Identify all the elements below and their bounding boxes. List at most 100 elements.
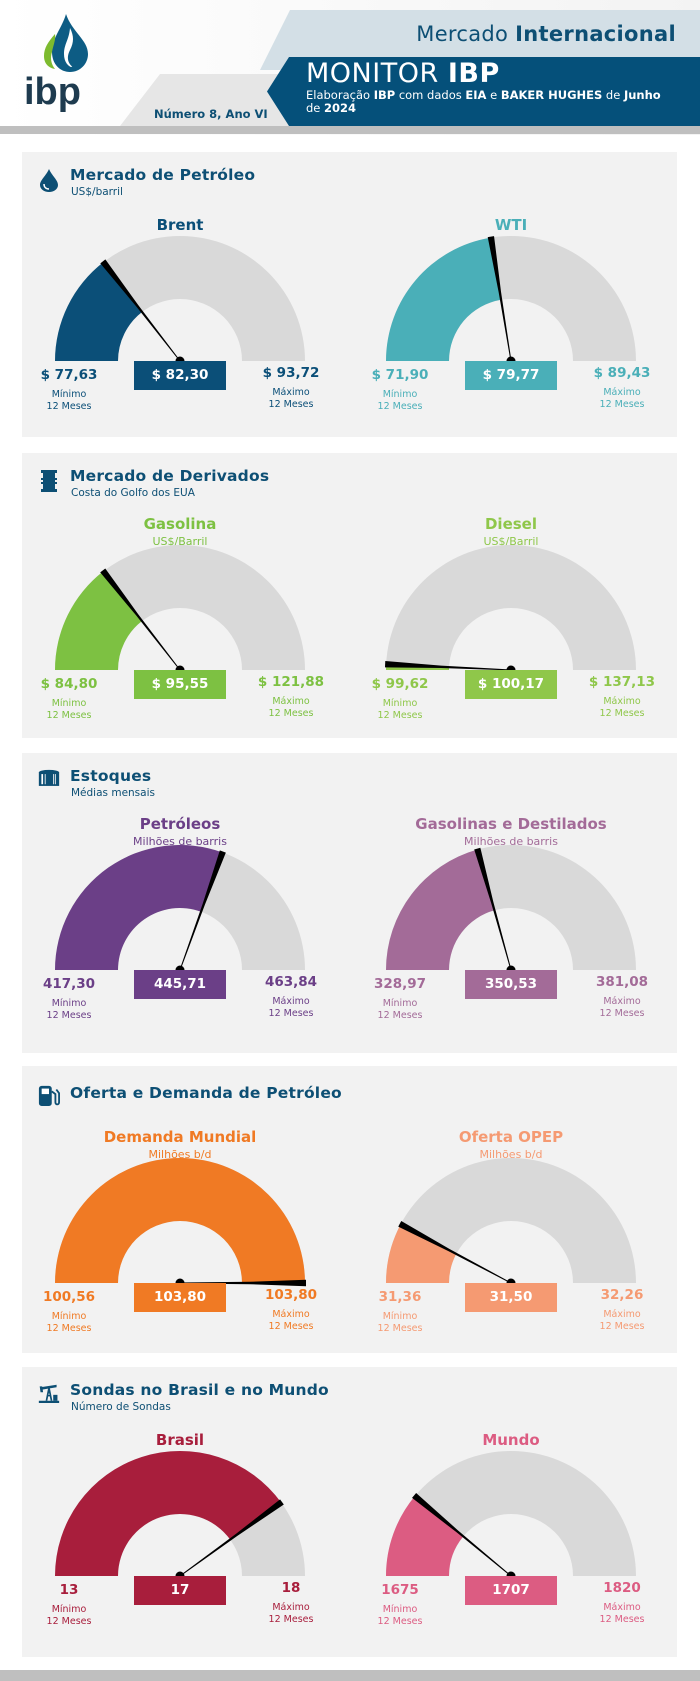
ibp-logo: ibp [24,14,88,112]
gauge-dial [55,1451,305,1581]
gauge-needle [179,850,226,971]
period-label: 12 Meses [46,1010,92,1021]
gauge-min-value: 328,97 [373,976,427,992]
gauge-current-value: $ 79,77 [465,361,557,390]
min-label: Mínimo [51,698,87,709]
gauge-brasil: Brasil 17 13 18 Mínimo 12 Meses Máximo 12 Meses [30,1367,350,1657]
fuel-pump-icon [38,1084,60,1108]
monitor-subtitle: Elaboração IBP com dados EIA e BAKER HUG… [306,88,661,115]
header: ibp Mercado Internacional MONITOR IBP El… [0,0,700,135]
gauge-current-value: $ 82,30 [134,361,226,390]
gauge-wti: WTI $ 79,77 $ 71,90 $ 89,43 Mínimo 12 Meses Má… [361,152,681,437]
period-label: 12 Meses [46,1616,92,1627]
period-label: 12 Meses [268,1614,314,1625]
footer-divider [0,1670,700,1681]
gauge-max-value: 381,08 [595,974,649,990]
period-label: 12 Meses [268,1008,314,1019]
period-label: 12 Meses [599,399,645,410]
max-label: Máximo [603,387,641,398]
period-label: 12 Meses [377,1323,423,1334]
monitor-title: MONITOR IBP [306,58,500,89]
gauge-min-value: 1675 [381,1582,419,1598]
gauge-demanda-mundial: Demanda Mundial Milhões b/d 103,80 100,56 10… [30,1066,350,1353]
min-label: Mínimo [382,698,418,709]
gauge-dial [55,845,305,975]
gauge-title: Oferta OPEP [458,1128,564,1146]
gauge-unit: US$/Barril [152,535,208,548]
gauge-dial [55,545,305,675]
gauge-current-value: $ 95,55 [134,670,226,699]
gauge-title: Petróleos [139,815,221,833]
gauge-title: Gasolina [143,515,217,533]
gauge-gasolinas-e-destilados: Gasolinas e Destilados Milhões de barris 3… [361,753,681,1053]
period-label: 12 Meses [599,1614,645,1625]
gauge-min-value: 100,56 [42,1289,96,1305]
gauge-title: Mundo [482,1431,540,1449]
oil-drop-icon [38,168,60,192]
max-label: Máximo [272,1602,310,1613]
section-title: Estoques [70,767,152,785]
gauge-current-value: 31,50 [465,1283,557,1312]
monitor-prefix: MONITOR [306,58,439,89]
panel-sondas-no-brasil-e-no-mundo: Sondas no Brasil e no Mundo Número de Son… [22,1367,677,1657]
gauge-min-caption: Mínimo 12 Meses [29,1311,109,1335]
gauge-max-caption: Máximo 12 Meses [251,696,331,720]
gauge-brent: Brent $ 82,30 $ 77,63 $ 93,72 Mínimo 12 Meses… [30,152,350,437]
gauge-min-value: 417,30 [42,976,96,992]
gauge-mundo: Mundo 1707 1675 1820 Mínimo 12 Meses Máximo 12 … [361,1367,681,1657]
max-label: Máximo [272,387,310,398]
period-label: 12 Meses [268,399,314,410]
gauge-current-value: 445,71 [134,970,226,999]
gauge-unit: Milhões b/d [479,1148,543,1161]
gauge-min-caption: Mínimo 12 Meses [29,698,109,722]
section-bold: Internacional [515,22,676,46]
gauge-needle [474,847,512,971]
gauge-title: Gasolinas e Destilados [415,815,607,833]
period-label: 12 Meses [46,710,92,721]
gauge-unit: Milhões b/d [148,1148,212,1161]
gauge-min-value: 31,36 [378,1289,422,1305]
min-label: Mínimo [51,998,87,1009]
gauge-gasolina: Gasolina US$/Barril $ 95,55 $ 84,80 $ 121,88… [30,453,350,738]
section-subtitle: Costa do Golfo dos EUA [71,487,195,499]
gauge-max-caption: Máximo 12 Meses [582,387,662,411]
gauge-needle [398,1221,512,1284]
gauge-max-value: $ 121,88 [257,674,325,690]
gauge-min-caption: Mínimo 12 Meses [360,1604,440,1628]
gauge-max-caption: Máximo 12 Meses [582,996,662,1020]
gauge-dial [55,1157,306,1288]
gauge-max-caption: Máximo 12 Meses [251,1309,331,1333]
gauge-min-caption: Mínimo 12 Meses [360,998,440,1022]
gauge-dial [55,236,305,366]
gauge-min-value: $ 77,63 [40,367,98,383]
gauge-title: Brent [156,216,204,234]
gauge-petroleos: Petróleos Milhões de barris 445,71 417,30 46… [30,753,350,1053]
max-label: Máximo [272,996,310,1007]
panel-oferta-e-demanda-de-petroleo: Oferta e Demanda de Petróleo Demanda Mund… [22,1066,677,1353]
gauge-max-caption: Máximo 12 Meses [251,1602,331,1626]
gauge-dial [386,845,636,975]
min-label: Mínimo [382,1311,418,1322]
gauge-current-value: 350,53 [465,970,557,999]
period-label: 12 Meses [268,708,314,719]
gauge-min-caption: Mínimo 12 Meses [360,698,440,722]
min-label: Mínimo [382,998,418,1009]
issue-number: Número 8, Ano VI [154,107,268,121]
period-label: 12 Meses [377,710,423,721]
period-label: 12 Meses [46,1323,92,1334]
gauge-needle [384,661,512,671]
gauge-dial [386,1158,636,1288]
period-label: 12 Meses [599,1008,645,1019]
max-label: Máximo [272,696,310,707]
header-divider [0,126,700,134]
gauge-needle [100,259,181,362]
max-label: Máximo [603,696,641,707]
gauge-min-caption: Mínimo 12 Meses [29,998,109,1022]
gauge-title: Demanda Mundial [103,1128,257,1146]
gauge-fill [386,849,495,970]
gauge-max-value: $ 137,13 [588,674,656,690]
gauge-unit: Milhões de barris [464,835,558,848]
max-label: Máximo [603,1602,641,1613]
gauge-fill [386,1224,457,1283]
section-subtitle: Número de Sondas [71,1401,171,1413]
